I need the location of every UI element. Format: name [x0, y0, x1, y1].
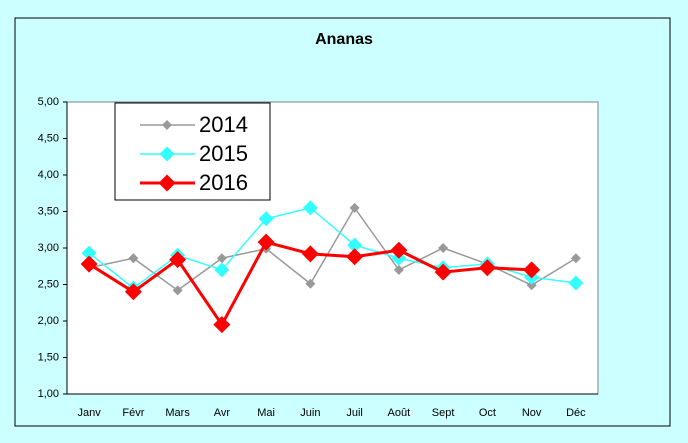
x-tick-label: Déc — [566, 407, 586, 419]
y-tick-label: 2,00 — [38, 315, 59, 327]
point-marker — [80, 255, 98, 273]
point-marker — [128, 253, 139, 264]
legend-marker — [159, 146, 175, 162]
point-marker — [124, 283, 142, 301]
y-tick-label: 4,50 — [38, 132, 59, 144]
y-tick-label: 1,50 — [38, 351, 59, 363]
point-marker — [257, 233, 275, 251]
y-tick-label: 3,00 — [38, 242, 59, 254]
x-tick-label: Juin — [300, 407, 320, 419]
point-marker — [393, 264, 404, 275]
legend-label: 2014 — [199, 112, 248, 137]
point-marker — [346, 248, 364, 266]
legend-label: 2015 — [199, 141, 248, 166]
point-marker — [434, 263, 452, 281]
x-tick-label: Mars — [165, 407, 190, 419]
point-marker — [390, 241, 408, 259]
x-tick-label: Sept — [432, 407, 455, 419]
y-tick-label: 3,50 — [38, 205, 59, 217]
x-tick-label: Janv — [78, 407, 102, 419]
point-marker — [301, 245, 319, 263]
y-tick-label: 5,00 — [38, 96, 59, 108]
point-marker — [81, 245, 97, 261]
legend-label: 2016 — [199, 170, 248, 195]
point-marker — [570, 253, 581, 264]
point-marker — [347, 237, 363, 253]
x-tick-label: Nov — [522, 407, 542, 419]
point-marker — [258, 211, 274, 227]
y-tick-label: 4,00 — [38, 169, 59, 181]
x-tick-label: Juil — [346, 407, 363, 419]
point-marker — [169, 251, 187, 269]
point-marker — [349, 202, 360, 213]
point-marker — [526, 280, 537, 291]
point-marker — [216, 253, 227, 264]
x-tick-label: Août — [388, 407, 411, 419]
point-marker — [568, 275, 584, 291]
x-tick-label: Avr — [214, 407, 231, 419]
y-tick-label: 2,50 — [38, 278, 59, 290]
point-marker — [302, 200, 318, 216]
legend-marker — [162, 120, 172, 130]
legend-marker — [158, 174, 176, 192]
x-tick-label: Mai — [257, 407, 275, 419]
point-marker — [438, 243, 449, 253]
x-tick-label: Oct — [479, 407, 496, 419]
point-marker — [214, 262, 230, 278]
point-marker — [305, 278, 316, 289]
point-marker — [213, 316, 231, 334]
x-tick-label: Févr — [122, 407, 144, 419]
y-tick-label: 1,00 — [38, 388, 59, 400]
point-marker — [172, 285, 183, 296]
plot-area — [66, 101, 599, 395]
chart-title: Ananas — [315, 31, 373, 48]
point-marker — [478, 259, 496, 277]
point-marker — [523, 261, 541, 279]
